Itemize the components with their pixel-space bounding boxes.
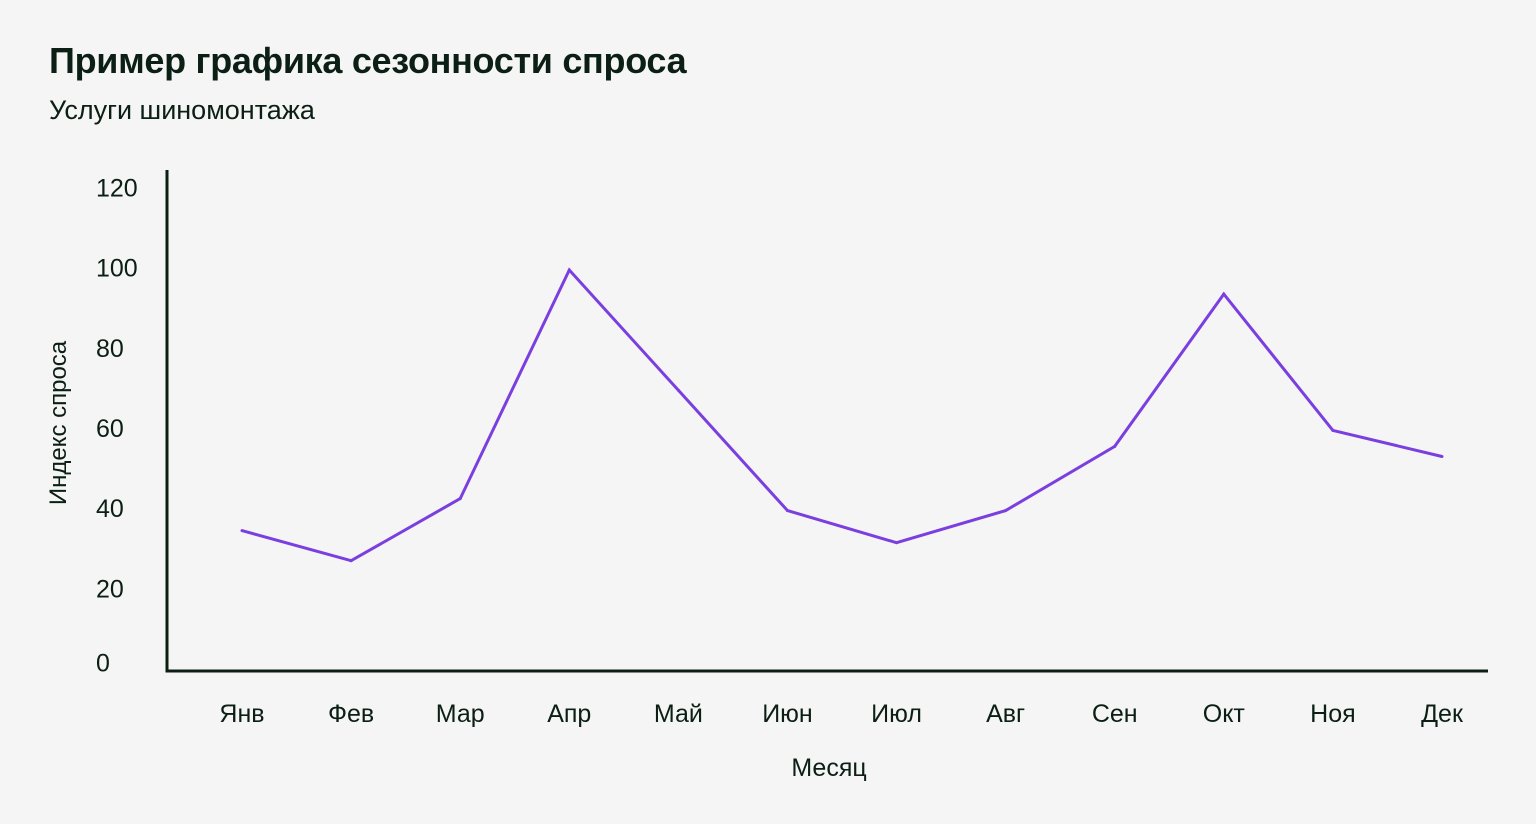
y-tick-label: 120 [96, 174, 138, 202]
chart-subtitle: Услуги шиномонтажа [49, 95, 315, 125]
x-tick-label: Апр [547, 700, 591, 728]
chart-title: Пример графика сезонности спроса [49, 40, 687, 81]
x-tick-label: Июл [871, 700, 922, 728]
data-point [895, 541, 899, 545]
y-axis-ticks: 0 20 40 60 80 100 120 [96, 174, 138, 677]
x-tick-label: Фев [328, 700, 374, 728]
x-tick-label: Ноя [1310, 700, 1356, 728]
data-point [458, 497, 462, 501]
x-tick-label: Мар [436, 700, 485, 728]
y-tick-label: 40 [96, 495, 124, 523]
x-axis-ticks: Янв Фев Мар Апр Май Июн Июл Авг Сен Окт Ноя Дек [219, 700, 1464, 728]
x-tick-label: Май [654, 700, 703, 728]
series-line [241, 267, 1443, 563]
x-tick-label: Дек [1421, 700, 1464, 728]
y-tick-label: 0 [96, 650, 110, 678]
x-axis-label: Месяц [791, 754, 866, 782]
data-point [1222, 292, 1226, 296]
x-tick-label: Янв [219, 700, 264, 728]
y-tick-label: 60 [96, 415, 124, 443]
x-tick-label: Авг [986, 700, 1025, 728]
x-tick-label: Окт [1203, 700, 1246, 728]
data-point [1113, 444, 1117, 448]
data-point [785, 509, 789, 513]
data-point [1004, 509, 1008, 513]
y-tick-label: 20 [96, 575, 124, 603]
x-tick-label: Июн [762, 700, 813, 728]
x-tick-label: Сен [1092, 700, 1138, 728]
data-point [349, 559, 353, 563]
data-point [1440, 454, 1444, 458]
data-point [567, 268, 571, 272]
series-layer [240, 267, 1444, 563]
y-tick-label: 100 [96, 255, 138, 283]
y-axis-label: Индекс спроса [45, 340, 72, 505]
data-point [240, 529, 244, 533]
data-point [1331, 428, 1335, 432]
y-tick-label: 80 [96, 335, 124, 363]
data-point [676, 388, 680, 392]
